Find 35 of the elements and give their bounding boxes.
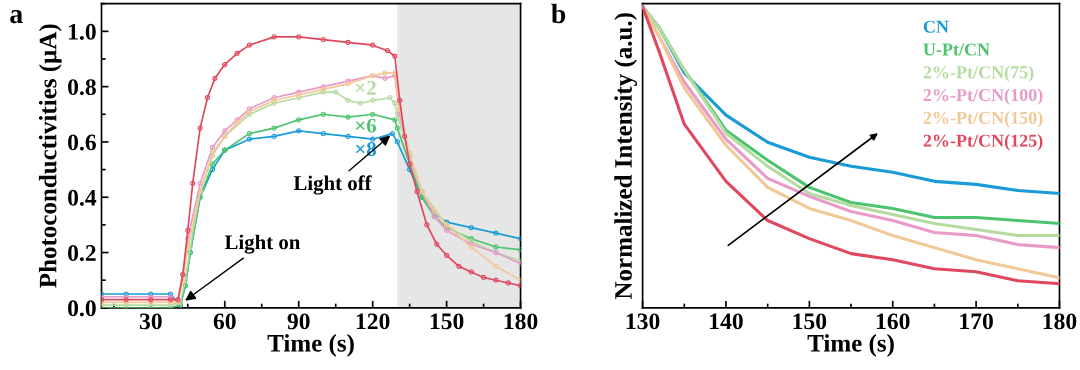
text: U-Pt/CN <box>923 43 990 56</box>
text: 2%-Pt/CN(125) <box>923 134 1043 151</box>
x-tick-label: 180 <box>504 313 538 330</box>
chart-title: a <box>10 9 23 24</box>
x-tick-label: 60 <box>213 313 236 330</box>
y-tick-label: 0.4 <box>68 189 97 206</box>
y-axis-title: Normalized Intensity (a.u.) <box>614 13 638 300</box>
y-tick-label: 0.0 <box>68 300 96 317</box>
x-tick-label: 150 <box>793 313 827 330</box>
x-axis-title: Time (s) <box>267 334 354 357</box>
x-tick-label: 90 <box>287 313 310 330</box>
chart-title: b <box>551 3 566 24</box>
text: 2%-Pt/CN(75) <box>923 65 1034 83</box>
text: 2%-Pt/CN(150) <box>923 111 1043 128</box>
text: CN <box>923 20 949 33</box>
x-tick-label: 170 <box>960 313 993 330</box>
y-tick-label: 0.8 <box>68 79 96 96</box>
annotation: Light off <box>293 175 372 195</box>
y-tick-label: 0.2 <box>68 245 96 262</box>
x-tick-label: 180 <box>1043 313 1077 330</box>
x-tick-label: 130 <box>626 313 660 330</box>
series-label: ×2 <box>355 80 376 95</box>
y-tick-label: 1.0 <box>69 23 96 40</box>
x-tick-label: 120 <box>356 313 390 330</box>
series-label: ×6 <box>355 118 377 133</box>
annotation: Light on <box>224 234 301 254</box>
x-axis-title: Time (s) <box>807 334 894 357</box>
series-label: ×8 <box>355 141 376 157</box>
x-tick-label: 150 <box>430 313 464 330</box>
text: 2%-Pt/CN(100) <box>923 88 1043 105</box>
x-tick-label: 160 <box>876 313 910 330</box>
x-tick-label: 30 <box>139 313 162 330</box>
x-tick-label: 140 <box>710 313 743 330</box>
y-axis-title: Photoconductivities (μA) <box>38 24 62 288</box>
y-tick-label: 0.6 <box>68 134 96 151</box>
